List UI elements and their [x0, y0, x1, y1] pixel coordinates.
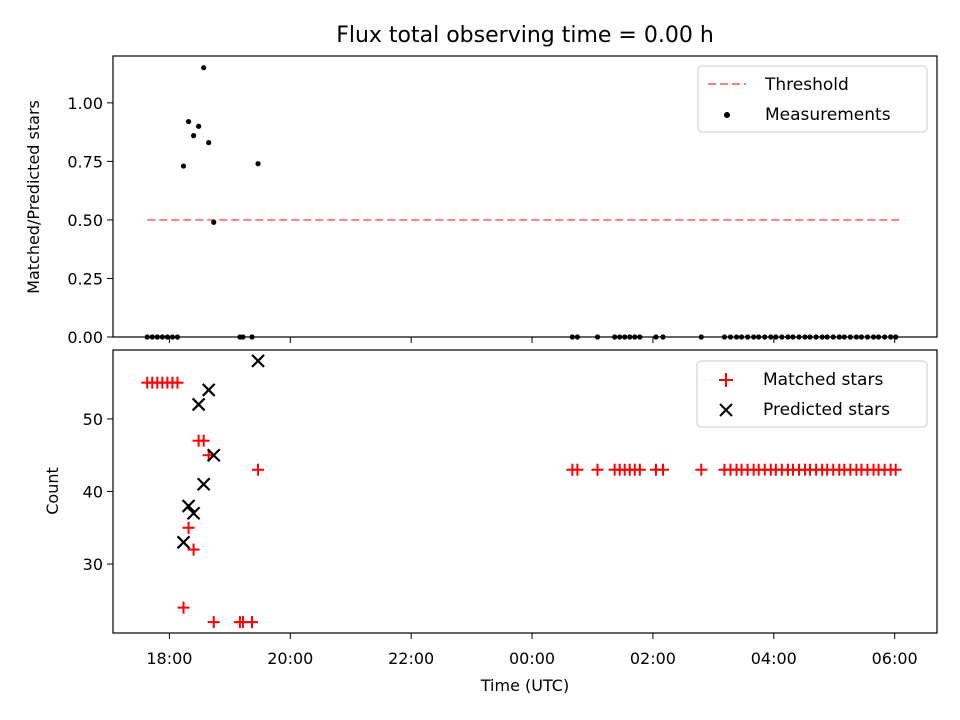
- top-legend-box: [697, 65, 928, 133]
- bottom-panel-frame: [112, 349, 938, 634]
- measurement-point: [180, 163, 187, 169]
- x-tick-label: 20:00: [267, 649, 313, 668]
- matched-star-point: [171, 376, 184, 389]
- x-tick-label: 22:00: [388, 649, 434, 668]
- matched-star-point: [197, 434, 210, 447]
- measurement-point: [196, 123, 202, 129]
- bottom-y-tick-label: 50: [83, 410, 103, 429]
- top-legend: Threshold Measurements: [697, 65, 928, 133]
- top-y-tick-label: 0.75: [67, 152, 103, 171]
- matched-star-point: [207, 616, 220, 629]
- matched-star-point: [633, 463, 646, 476]
- measurement-point: [211, 219, 217, 225]
- predicted-star-point: [191, 397, 206, 412]
- chart-title: Flux total observing time = 0.00 h: [336, 23, 714, 48]
- matched-star-point: [571, 463, 584, 476]
- predicted-star-point: [251, 354, 265, 368]
- bottom-y-tick-label: 30: [83, 555, 103, 574]
- matched-star-point: [182, 521, 195, 534]
- bottom-y-tick-label: 40: [83, 483, 103, 502]
- predicted-star-point: [186, 506, 201, 521]
- matched-star-point: [177, 601, 190, 614]
- top-panel: 0.00 0.25 0.50 0.75 1.00 Matched/Predicted s…: [24, 55, 938, 347]
- x-tick-label: 18:00: [146, 649, 192, 668]
- matched-star-point: [187, 543, 200, 556]
- x-tick-label: 04:00: [751, 649, 797, 668]
- measurement-point: [255, 161, 261, 167]
- legend-predicted-swatch: [719, 403, 733, 417]
- x-tick-label: 00:00: [509, 649, 555, 668]
- predicted-star-point: [206, 448, 221, 462]
- top-panel-frame: [112, 55, 938, 338]
- top-y-tick-label: 0.00: [67, 328, 103, 347]
- top-y-tick-label: 0.25: [67, 269, 103, 288]
- legend-matched-label: Matched stars: [763, 370, 883, 390]
- measurement-point: [185, 118, 192, 125]
- legend-measurements-swatch: [724, 112, 730, 118]
- matched-star-point: [657, 463, 670, 476]
- x-axis-label: Time (UTC): [480, 676, 569, 695]
- bottom-panel: 18:00 20:00 22:00 00:00 02:00 04:00 06:00 30 40 5…: [43, 349, 938, 695]
- legend-predicted-label: Predicted stars: [763, 400, 890, 420]
- predicted-star-point: [201, 383, 216, 397]
- legend-threshold-label: Threshold: [764, 75, 849, 95]
- bottom-y-axis-label: Count: [43, 467, 62, 515]
- measurement-point: [201, 65, 207, 71]
- top-y-tick-label: 1.00: [67, 94, 103, 113]
- predicted-star-point: [176, 535, 191, 550]
- matched-star-point: [591, 463, 604, 476]
- top-y-axis-label: Matched/Predicted stars: [24, 100, 43, 294]
- predicted-star-point: [196, 477, 211, 492]
- legend-measurements-label: Measurements: [765, 105, 891, 125]
- matched-star-point: [889, 463, 902, 476]
- predicted-star-point: [181, 499, 196, 513]
- bottom-legend-box: [696, 360, 928, 428]
- matched-star-point: [246, 616, 259, 629]
- bottom-legend: Matched stars Predicted stars: [696, 360, 928, 428]
- matched-star-point: [252, 463, 265, 476]
- matched-star-point: [695, 463, 708, 476]
- x-tick-label: 02:00: [630, 649, 676, 668]
- legend-matched-swatch: [719, 373, 733, 387]
- x-tick-label: 06:00: [872, 649, 918, 668]
- measurement-point: [190, 133, 197, 139]
- measurement-point: [206, 140, 212, 146]
- top-y-tick-label: 0.50: [67, 211, 103, 230]
